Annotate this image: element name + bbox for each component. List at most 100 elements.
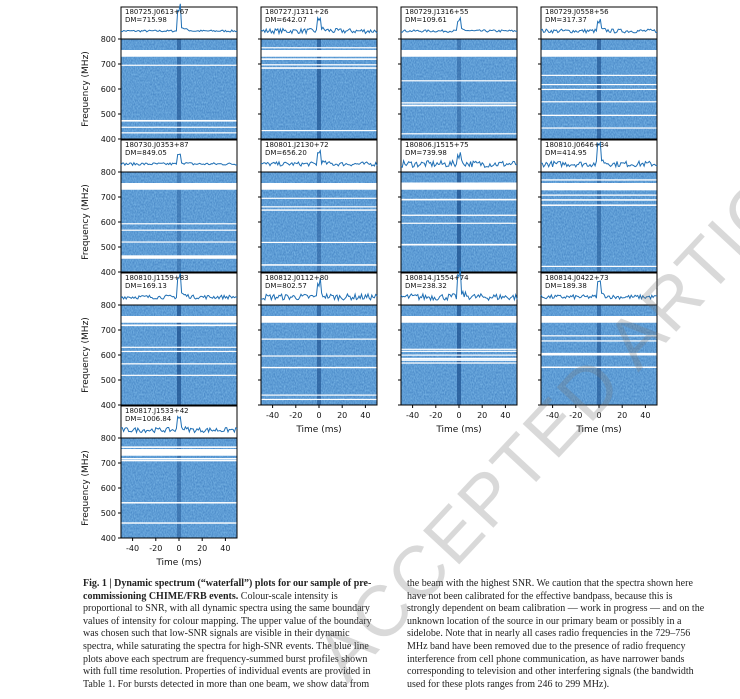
x-tick-label: -40 <box>406 411 419 420</box>
panel-name: 180729.J1316+55 <box>405 8 469 16</box>
panel-name: 180727.J1311+26 <box>265 8 329 16</box>
x-tick-label: 0 <box>176 544 181 553</box>
rfi-mask <box>401 354 517 356</box>
rfi-mask <box>541 50 657 57</box>
rfi-mask <box>261 183 377 185</box>
rfi-mask <box>401 182 517 184</box>
rfi-mask <box>401 50 517 57</box>
panel-name: 180810.J0646+34 <box>545 141 609 149</box>
rfi-mask <box>541 179 657 181</box>
rfi-mask <box>121 256 237 259</box>
panel-dm: DM=169.13 <box>125 282 167 290</box>
y-axis-label: Frequency (MHz) <box>81 184 91 260</box>
y-tick-label: 600 <box>101 218 116 227</box>
y-tick-label: 800 <box>101 301 116 310</box>
rfi-mask <box>541 183 657 190</box>
y-tick-label: 800 <box>101 35 116 44</box>
y-tick-label: 400 <box>101 268 116 277</box>
y-tick-label: 500 <box>101 509 116 518</box>
panel-dm: DM=414.95 <box>545 149 587 157</box>
rfi-mask <box>261 209 377 211</box>
rfi-mask <box>541 366 657 369</box>
rfi-mask <box>121 183 237 190</box>
rfi-mask <box>541 114 657 116</box>
burst-profile <box>400 267 518 302</box>
rfi-mask <box>121 458 237 460</box>
rfi-mask <box>541 265 657 267</box>
rfi-mask <box>121 229 237 231</box>
rfi-mask <box>261 398 377 401</box>
rfi-mask <box>121 316 237 323</box>
rfi-mask <box>261 67 377 69</box>
panel-dm: DM=109.61 <box>405 16 447 24</box>
panel-dm: DM=715.98 <box>125 16 167 24</box>
figure: 180725.J0613+67DM=715.98400500600700800F… <box>81 3 658 568</box>
x-tick-label: 20 <box>337 411 347 420</box>
burst-streak <box>597 172 601 272</box>
y-tick-label: 600 <box>101 85 116 94</box>
burst-streak <box>457 172 461 272</box>
panel-name: 180729.J0558+56 <box>545 8 609 16</box>
rfi-mask <box>541 353 657 356</box>
x-tick-label: 0 <box>596 411 601 420</box>
burst-streak <box>317 305 321 405</box>
panel-dm: DM=656.20 <box>265 149 307 157</box>
rfi-mask <box>261 366 377 369</box>
y-tick-label: 800 <box>101 168 116 177</box>
rfi-mask <box>121 223 237 225</box>
x-axis-label: Time (ms) <box>435 425 481 435</box>
burst-profile <box>540 18 658 35</box>
y-tick-label: 700 <box>101 60 116 69</box>
rfi-mask <box>541 340 657 342</box>
rfi-mask <box>401 359 517 361</box>
rfi-mask <box>261 50 377 57</box>
y-tick-label: 600 <box>101 484 116 493</box>
burst-profile <box>120 273 238 301</box>
rfi-mask <box>261 183 377 190</box>
panel-dm: DM=238.32 <box>405 282 447 290</box>
x-tick-label: 40 <box>640 411 650 420</box>
rfi-mask <box>401 362 517 364</box>
burst-profile <box>260 16 378 36</box>
y-tick-label: 400 <box>101 534 116 543</box>
rfi-mask <box>401 357 517 360</box>
rfi-mask <box>401 104 517 107</box>
burst-profile <box>400 152 518 169</box>
burst-streak <box>317 39 321 139</box>
y-tick-label: 700 <box>101 459 116 468</box>
rfi-mask <box>401 54 517 56</box>
x-tick-label: 20 <box>197 544 207 553</box>
x-tick-label: -40 <box>126 544 139 553</box>
rfi-mask <box>401 348 517 350</box>
panel-name: 180814.J0422+73 <box>545 274 609 282</box>
rfi-mask <box>541 88 657 91</box>
x-axis-label: Time (ms) <box>155 558 201 568</box>
rfi-mask <box>121 522 237 524</box>
panel-name: 180817.J1533+42 <box>125 407 189 415</box>
rfi-mask <box>541 352 657 355</box>
rfi-mask <box>401 133 517 135</box>
y-tick-label: 400 <box>101 401 116 410</box>
y-axis-label: Frequency (MHz) <box>81 450 91 526</box>
panel-dm: DM=802.57 <box>265 282 307 290</box>
profile-frame <box>260 139 378 173</box>
x-tick-label: 40 <box>360 411 370 420</box>
rfi-mask <box>401 350 517 352</box>
panel-dm: DM=642.07 <box>265 16 307 24</box>
rfi-mask <box>401 198 517 201</box>
rfi-mask <box>121 324 237 327</box>
burst-profile <box>120 153 238 167</box>
x-tick-label: 20 <box>617 411 627 420</box>
rfi-mask <box>121 64 237 66</box>
panel-name: 180725.J0613+67 <box>125 8 189 16</box>
rfi-mask <box>121 320 237 322</box>
rfi-mask <box>121 446 237 448</box>
rfi-mask <box>541 74 657 76</box>
rfi-mask <box>541 83 657 86</box>
x-tick-label: 20 <box>477 411 487 420</box>
y-axis-label: Frequency (MHz) <box>81 51 91 127</box>
rfi-mask <box>541 194 657 196</box>
rfi-mask <box>121 374 237 376</box>
rfi-mask <box>401 243 517 246</box>
y-axis-label: Frequency (MHz) <box>81 317 91 393</box>
